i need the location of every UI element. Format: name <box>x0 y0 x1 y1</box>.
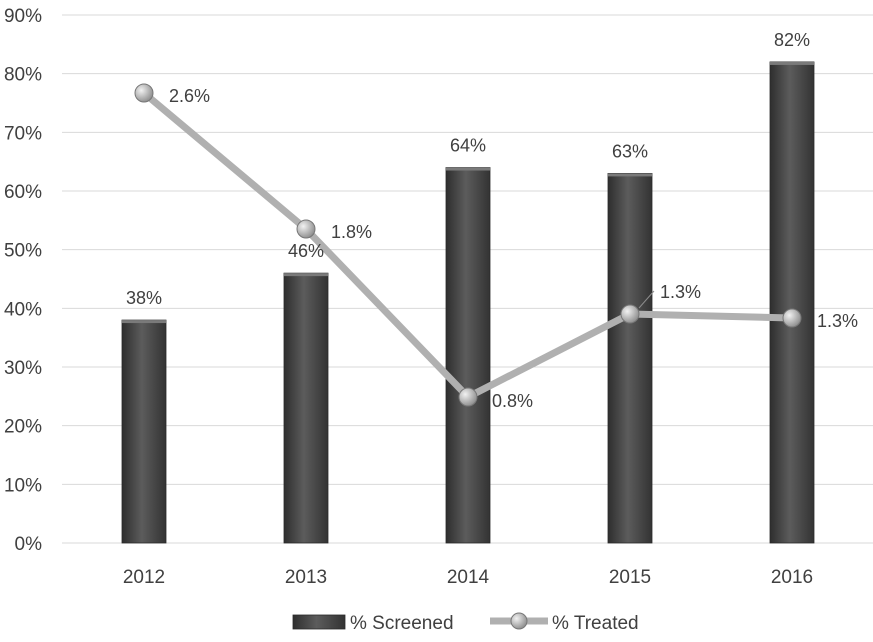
line-data-label: 0.8% <box>492 391 533 411</box>
bar-data-label: 82% <box>774 30 810 50</box>
bar-screened-2015 <box>607 172 653 544</box>
bar-screened-2012 <box>121 319 167 544</box>
data-labels: 38% 46% 64% 63% 82% 2.6% 1.8% 0.8% 1.3% 1.3% <box>126 30 858 411</box>
treated-marker-2012 <box>134 83 154 103</box>
x-tick-label: 2016 <box>771 567 813 588</box>
treated-marker-2014 <box>458 387 478 407</box>
bar-screened-2016 <box>769 61 815 544</box>
bar-top-bevel <box>446 167 490 171</box>
y-tick-label: 10% <box>4 475 42 496</box>
x-tick-label: 2015 <box>609 567 651 588</box>
y-tick-label: 40% <box>4 299 42 320</box>
bar-top-bevel <box>608 173 652 177</box>
x-tick-label: 2014 <box>447 567 490 588</box>
bar-top-bevel <box>284 273 328 277</box>
y-tick-label: 0% <box>15 534 43 555</box>
y-tick-label: 20% <box>4 417 42 438</box>
bar-data-label: 38% <box>126 288 162 308</box>
bar-screened-2014 <box>445 167 491 544</box>
x-axis-ticks: 2012 2013 2014 2015 2016 <box>123 567 813 588</box>
leader-line <box>638 290 655 309</box>
treated-marker-2013 <box>296 219 316 239</box>
legend: % Screened % Treated <box>292 612 639 634</box>
bar-data-label: 64% <box>450 136 486 156</box>
line-data-label: 1.3% <box>817 311 858 331</box>
bar-series-screened <box>121 61 815 544</box>
treated-marker-2016 <box>782 308 802 328</box>
x-tick-label: 2013 <box>285 567 327 588</box>
x-tick-label: 2012 <box>123 567 165 588</box>
treated-marker-2015 <box>620 304 640 324</box>
legend-swatch-screened <box>292 614 346 630</box>
y-axis-ticks: 0% 10% 20% 30% 40% 50% 60% 70% 80% 90% <box>4 6 42 555</box>
y-tick-label: 80% <box>4 65 42 86</box>
y-tick-label: 90% <box>4 6 42 27</box>
legend-swatch-treated-marker <box>510 612 528 630</box>
line-data-label: 1.3% <box>660 282 701 302</box>
y-tick-label: 60% <box>4 182 42 203</box>
bar-top-bevel <box>770 61 814 65</box>
y-tick-label: 50% <box>4 241 42 262</box>
legend-label-treated: % Treated <box>552 613 639 634</box>
legend-label-screened: % Screened <box>350 613 454 634</box>
line-data-label: 2.6% <box>169 86 210 106</box>
line-data-label: 1.8% <box>331 222 372 242</box>
bar-data-label: 63% <box>612 141 648 161</box>
y-tick-label: 70% <box>4 123 42 144</box>
y-tick-label: 30% <box>4 358 42 379</box>
bar-screened-2013 <box>283 272 329 544</box>
bar-top-bevel <box>122 320 166 324</box>
line-series-treated <box>134 83 802 407</box>
bar-data-label: 46% <box>288 241 324 261</box>
